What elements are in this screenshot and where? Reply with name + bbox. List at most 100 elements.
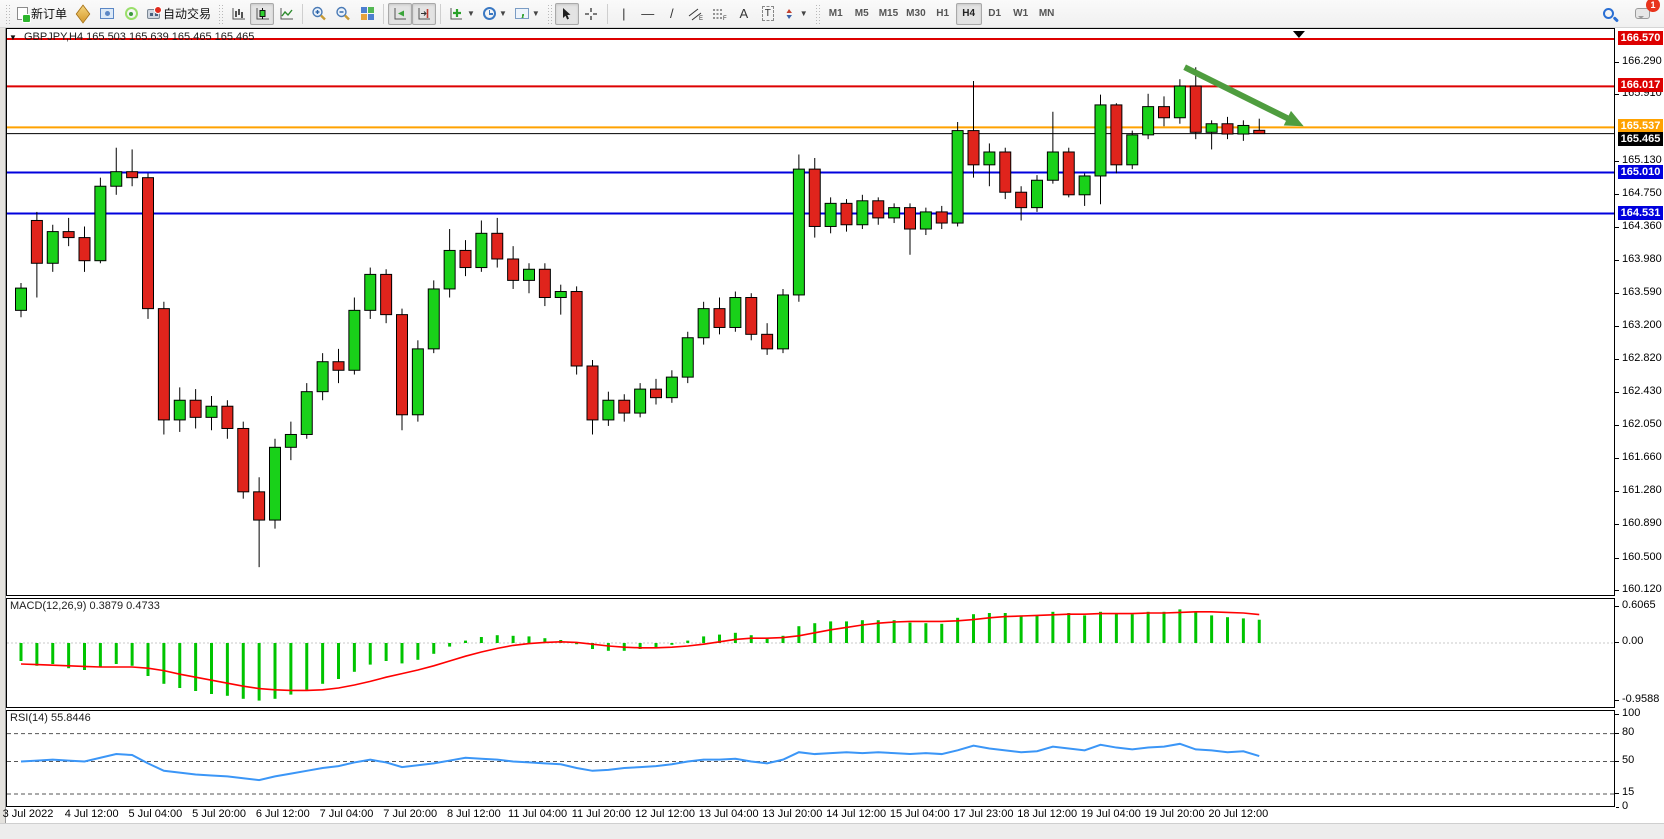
price-tick: 161.280 bbox=[1622, 483, 1662, 496]
timeframe-m15-button[interactable]: M15 bbox=[878, 8, 899, 19]
rsi-panel[interactable] bbox=[6, 710, 1615, 807]
template-icon bbox=[514, 8, 529, 19]
rsi-tick: 80 bbox=[1622, 725, 1635, 738]
tile-windows-button[interactable] bbox=[355, 3, 379, 25]
macd-signal-line bbox=[20, 611, 1260, 692]
trend-arrow-head bbox=[1283, 110, 1304, 127]
candle-bullish bbox=[475, 232, 488, 269]
text-button[interactable]: A bbox=[732, 3, 756, 25]
auto-trading-button[interactable]: 自动交易 bbox=[143, 3, 215, 25]
line-chart-button[interactable] bbox=[274, 3, 298, 25]
rsi-chart[interactable] bbox=[7, 711, 1614, 806]
axis-tick-mark bbox=[1615, 714, 1619, 715]
arrows-button[interactable]: ▼ bbox=[780, 3, 812, 25]
toolbar-separator bbox=[302, 3, 304, 24]
candle-bullish bbox=[94, 185, 107, 262]
new-order-button[interactable]: 新订单 bbox=[13, 3, 71, 25]
bar-chart-button[interactable] bbox=[226, 3, 250, 25]
history-center-button[interactable] bbox=[71, 3, 95, 25]
periods-button[interactable]: ▼ bbox=[479, 3, 511, 25]
auto-scroll-button[interactable] bbox=[388, 2, 413, 25]
candle-bearish bbox=[332, 361, 345, 371]
axis-tick-mark bbox=[1615, 699, 1619, 701]
robot-icon bbox=[147, 5, 163, 19]
axis-tick-mark bbox=[1615, 732, 1619, 734]
price-level-badge: 165.010 bbox=[1618, 164, 1663, 179]
toolbar-grip[interactable] bbox=[5, 3, 10, 24]
crosshair-button[interactable] bbox=[579, 3, 603, 25]
candle-bearish bbox=[935, 211, 948, 224]
templates-button[interactable]: ▼ bbox=[511, 3, 544, 25]
zoom-out-button[interactable] bbox=[331, 3, 355, 25]
candle-bullish bbox=[665, 376, 678, 399]
candle-bearish bbox=[157, 308, 170, 421]
time-axis-label: 11 Jul 20:00 bbox=[571, 808, 631, 820]
cursor-button[interactable] bbox=[554, 2, 579, 25]
price-tick: 163.980 bbox=[1622, 252, 1662, 265]
candle-bearish bbox=[491, 232, 504, 260]
time-axis-label: 14 Jul 12:00 bbox=[826, 808, 887, 820]
ohlc-collapse-arrow[interactable]: ▼ bbox=[9, 33, 17, 42]
price-tick: 162.430 bbox=[1622, 385, 1662, 398]
candle-bearish bbox=[745, 297, 758, 335]
candle-bearish bbox=[1189, 85, 1202, 133]
timeframe-h1-button[interactable]: H1 bbox=[936, 8, 950, 19]
equidistant-channel-button[interactable]: E bbox=[684, 3, 708, 25]
candle-bearish bbox=[459, 249, 472, 269]
candle-bullish bbox=[427, 288, 440, 350]
axis-tick-mark bbox=[1615, 557, 1619, 559]
price-tick: 160.120 bbox=[1622, 583, 1662, 596]
candle-bearish bbox=[1221, 123, 1234, 135]
main-chart-panel[interactable] bbox=[6, 28, 1615, 596]
candle-bearish bbox=[1158, 106, 1170, 119]
notifications-button[interactable]: 1 bbox=[1630, 0, 1660, 25]
candlestick-icon bbox=[256, 7, 269, 19]
timeframe-d1-button[interactable]: D1 bbox=[988, 8, 1002, 19]
price-tick: 161.660 bbox=[1622, 451, 1662, 464]
toolbar-grip[interactable] bbox=[218, 3, 224, 24]
timeframe-m5-button[interactable]: M5 bbox=[854, 8, 869, 19]
toolbar-right: 1 bbox=[1596, 0, 1660, 25]
timeframe-m1-button[interactable]: M1 bbox=[828, 8, 843, 19]
candle-bullish bbox=[729, 297, 742, 328]
notification-badge: 1 bbox=[1646, 0, 1660, 12]
axis-tick-mark bbox=[1615, 193, 1619, 195]
horizontal-line-button[interactable]: — bbox=[636, 3, 660, 25]
community-button[interactable] bbox=[95, 3, 119, 25]
zoom-in-button[interactable] bbox=[307, 3, 331, 25]
current-price-badge: 165.465 bbox=[1618, 131, 1663, 146]
vertical-line-button[interactable]: | bbox=[612, 3, 636, 25]
macd-panel[interactable] bbox=[6, 598, 1615, 708]
candle-bullish bbox=[1094, 104, 1107, 177]
time-axis[interactable]: 3 Jul 2022 4 Jul 12:00 5 Jul 04:00 5 Jul 20… bbox=[3, 807, 1616, 823]
chart-shift-button[interactable] bbox=[412, 2, 437, 25]
indicators-button[interactable]: ▼ bbox=[445, 3, 479, 25]
trendline-button[interactable]: / bbox=[660, 3, 684, 25]
chat-bubble-icon bbox=[1634, 8, 1650, 19]
status-bar bbox=[0, 823, 1664, 839]
toolbar-grip[interactable] bbox=[546, 3, 552, 24]
candlestick-chart[interactable] bbox=[7, 29, 1614, 595]
candle-bearish bbox=[126, 171, 139, 179]
search-button[interactable] bbox=[1596, 3, 1620, 25]
fibonacci-button[interactable]: F bbox=[708, 3, 732, 25]
timeframe-m30-button[interactable]: M30 bbox=[906, 8, 926, 19]
candle-bullish bbox=[1046, 151, 1059, 181]
candle-bullish bbox=[443, 249, 456, 290]
price-axis[interactable]: 166.290 165.910 165.130 164.750 164.360 163.9… bbox=[1615, 28, 1664, 822]
channel-icon: E bbox=[688, 8, 703, 21]
timeframe-w1-button[interactable]: W1 bbox=[1013, 8, 1029, 19]
time-axis-label: 13 Jul 20:00 bbox=[762, 808, 823, 820]
candle-bearish bbox=[1110, 104, 1123, 166]
macd-chart[interactable] bbox=[7, 599, 1614, 707]
signals-button[interactable] bbox=[119, 3, 143, 25]
timeframe-mn-button[interactable]: MN bbox=[1038, 8, 1055, 19]
shapes-icon bbox=[786, 8, 792, 19]
timeframe-h4-button[interactable]: H4 bbox=[955, 2, 982, 25]
toolbar-grip[interactable] bbox=[814, 3, 820, 24]
text-label-button[interactable]: T bbox=[756, 3, 780, 25]
chevron-down-icon: ▼ bbox=[498, 9, 507, 18]
time-axis-label: 19 Jul 04:00 bbox=[1080, 808, 1141, 820]
candle-bullish bbox=[173, 399, 186, 421]
candlestick-chart-button[interactable] bbox=[250, 2, 275, 25]
